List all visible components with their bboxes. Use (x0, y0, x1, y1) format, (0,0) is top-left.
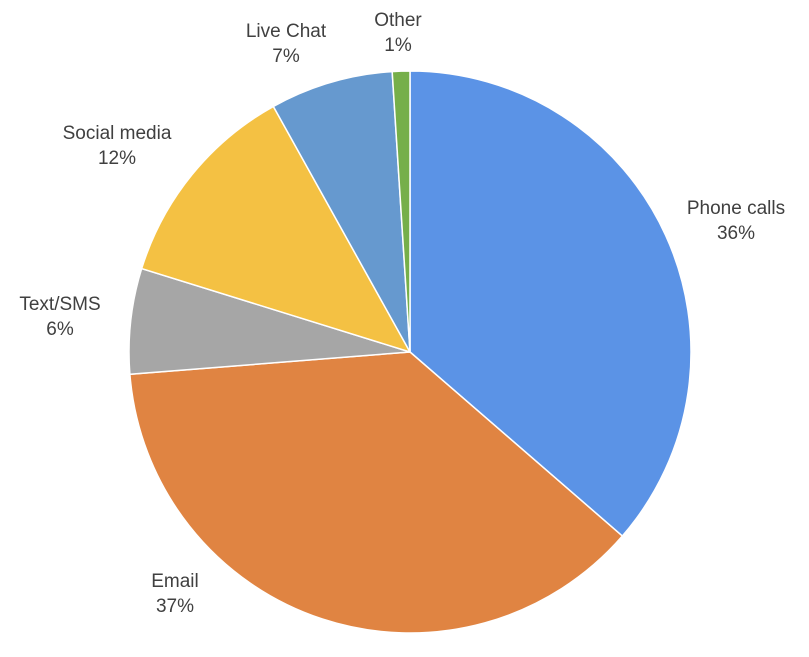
slice-value-label-text-sms: 6% (46, 319, 74, 340)
pie-slice-other (391, 70, 411, 353)
slice-value-label-email: 37% (156, 596, 194, 617)
slice-value-label-phone-calls: 36% (717, 223, 755, 244)
slice-name-label-phone-calls: Phone calls (687, 198, 785, 219)
slice-value-label-live-chat: 7% (272, 46, 300, 67)
slice-value-label-other: 1% (384, 35, 412, 56)
slice-name-label-text-sms: Text/SMS (19, 294, 100, 315)
slice-name-label-live-chat: Live Chat (246, 21, 327, 42)
slice-name-label-other: Other (374, 10, 422, 31)
pie-slice-social-media (140, 105, 412, 354)
pie-slice-phone-calls (409, 70, 692, 538)
pie-slice-live-chat (272, 70, 411, 353)
slice-name-label-social-media: Social media (63, 123, 172, 144)
slice-value-label-social-media: 12% (98, 148, 136, 169)
slice-name-label-email: Email (151, 571, 199, 592)
pie-slice-email (129, 351, 624, 634)
slices-layer (128, 70, 692, 634)
labels-layer: Phone calls 36% Email 37% Text/SMS 6% Social m… (19, 10, 785, 617)
